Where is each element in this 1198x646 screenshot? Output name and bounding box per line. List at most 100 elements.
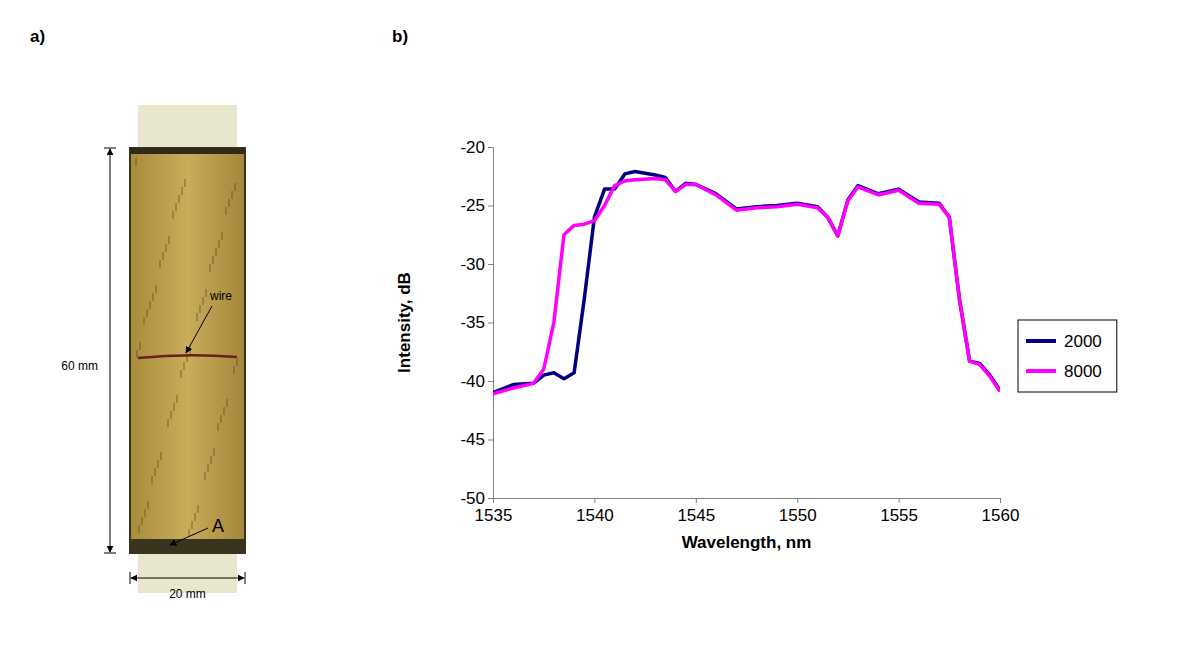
fiber	[209, 264, 210, 272]
fiber	[151, 476, 152, 484]
specimen-tab	[138, 105, 237, 148]
panel-label: a)	[30, 27, 45, 46]
x-axis: 1535 1540 1545 1550 1555 1560	[475, 498, 1020, 525]
fiber	[236, 358, 237, 366]
specimen-edge	[130, 539, 245, 553]
panel-label: b)	[392, 27, 408, 46]
x-tick: 1550	[779, 498, 817, 525]
y-tick-mark	[488, 323, 493, 324]
y-tick-mark	[488, 498, 493, 499]
x-tick: 1540	[576, 498, 614, 525]
fiber	[204, 472, 205, 480]
y-tick: -35	[460, 313, 493, 332]
fiber	[144, 509, 145, 517]
fiber	[184, 179, 185, 187]
y-tick: -30	[460, 255, 493, 274]
x-tick: 1560	[982, 498, 1020, 525]
fiber	[205, 289, 206, 297]
fiber	[180, 370, 181, 378]
annotation: wire	[209, 289, 232, 303]
fiber	[196, 313, 197, 321]
x-tick-label: 1545	[677, 506, 715, 525]
fiber	[223, 407, 224, 415]
x-tick-label: 1550	[779, 506, 817, 525]
y-tick-label: -25	[460, 196, 485, 215]
x-tick: 1555	[880, 498, 918, 525]
x-tick: 1545	[677, 498, 715, 525]
y-tick: -20	[460, 138, 493, 157]
y-tick-label: -40	[460, 372, 485, 391]
y-tick-mark	[488, 206, 493, 207]
wire	[138, 355, 237, 358]
fiber	[136, 350, 137, 358]
x-tick-mark	[1000, 498, 1001, 503]
x-tick-label: 1560	[982, 506, 1020, 525]
fiber	[218, 240, 219, 248]
fiber	[220, 415, 221, 423]
specimen	[130, 148, 245, 553]
annotation: A	[212, 516, 224, 536]
y-tick-mark	[488, 381, 493, 382]
fiber	[199, 305, 200, 313]
fiber	[212, 256, 213, 264]
dimension-tick	[104, 553, 116, 554]
y-axis-line	[488, 148, 494, 499]
x-tick-mark	[797, 498, 798, 503]
y-tick: -25	[460, 196, 493, 215]
fiber	[160, 452, 161, 460]
fiber	[141, 517, 142, 525]
plot-area	[493, 172, 1000, 394]
fiber	[170, 411, 171, 419]
fiber	[175, 203, 176, 211]
fiber	[228, 199, 229, 207]
fiber	[217, 423, 218, 431]
dimension-tick	[104, 148, 116, 149]
x-tick-label: 1535	[475, 506, 513, 525]
dimension-line	[131, 578, 244, 579]
dimension-label: 60 mm	[61, 359, 98, 373]
fiber	[165, 244, 166, 252]
legend-box	[1018, 320, 1117, 392]
fiber	[225, 207, 226, 215]
y-tick-label: -45	[460, 430, 485, 449]
legend-swatch	[1026, 339, 1056, 343]
annotation-arrow	[186, 306, 212, 353]
legend-label: 2000	[1064, 332, 1102, 351]
legend-swatch	[1026, 369, 1056, 373]
y-axis: -50 -45 -40 -35 -30 -25 -20	[460, 138, 493, 508]
y-tick-label: -50	[460, 489, 485, 508]
fiber	[167, 419, 168, 427]
fiber	[155, 285, 156, 293]
fiber	[176, 395, 177, 403]
dimension-label: 20 mm	[169, 587, 206, 601]
fiber	[213, 448, 214, 456]
fiber	[138, 525, 139, 533]
fiber	[147, 501, 148, 509]
annotation-arrow	[170, 528, 208, 545]
y-tick-mark	[488, 147, 493, 148]
fiber	[231, 191, 232, 199]
fiber	[183, 362, 184, 370]
dimension-tick	[245, 572, 246, 584]
y-tick-label: -30	[460, 255, 485, 274]
series-line	[493, 179, 1000, 394]
fiber	[210, 456, 211, 464]
fiber	[202, 297, 203, 305]
fiber	[197, 505, 198, 513]
y-tick-mark	[488, 264, 493, 265]
y-tick-label: -35	[460, 313, 485, 332]
y-axis-title: Intensity, dB	[395, 272, 414, 373]
legend-label: 8000	[1064, 362, 1102, 381]
fiber	[194, 513, 195, 521]
y-tick-label: -20	[460, 138, 485, 157]
x-tick-mark	[594, 498, 595, 503]
x-tick-mark	[696, 498, 697, 503]
dimension-tick	[130, 572, 131, 584]
fiber	[154, 468, 155, 476]
y-tick-mark	[488, 440, 493, 441]
fiber	[146, 309, 147, 317]
y-tick: -50	[460, 489, 493, 508]
fibers	[136, 158, 237, 537]
fiber	[172, 211, 173, 219]
fiber	[234, 183, 235, 191]
